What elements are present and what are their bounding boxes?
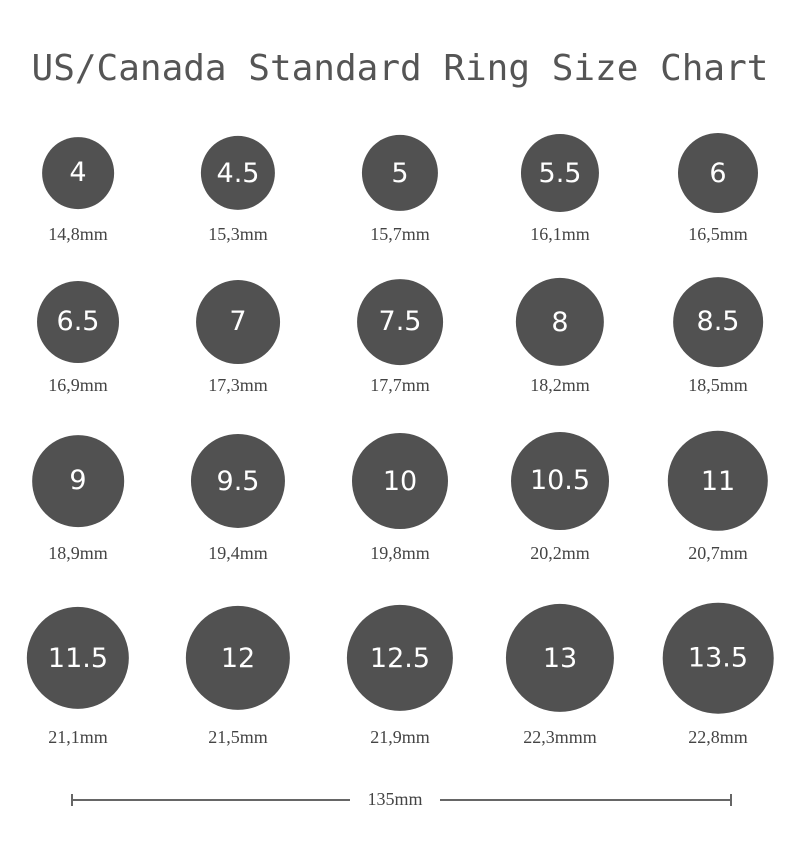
scale-bar-left-cap: [71, 794, 73, 806]
ring-diameter-label: 22,3mmm: [523, 727, 597, 747]
ring-diameter-label: 15,3mm: [208, 224, 268, 244]
ring-diameter-label: 21,5mm: [208, 727, 268, 747]
ring-size-circle: 4.5: [200, 135, 276, 211]
ring-size-circle: 7: [196, 280, 280, 364]
ring-size-circle: 6: [677, 132, 759, 214]
ring-size-label: 12.5: [369, 642, 431, 674]
ring-size-label: 12: [220, 642, 256, 674]
ring-diameter-label: 19,8mm: [370, 543, 430, 563]
ring-size-circle: 12.5: [346, 604, 454, 712]
ring-diameter-label: 15,7mm: [370, 224, 430, 244]
ring-diameter-label: 17,3mm: [208, 375, 268, 395]
chart-title: US/Canada Standard Ring Size Chart: [31, 48, 769, 89]
ring-size-label: 4.5: [216, 157, 260, 189]
ring-size-label: 13: [542, 642, 578, 674]
ring-size-circle: 10: [351, 432, 449, 530]
ring-size-circle: 6.5: [37, 281, 119, 363]
scale-label: 135mm: [350, 789, 440, 810]
ring-size-circle: 11.5: [26, 606, 130, 710]
ring-size-circle: 8.5: [673, 277, 763, 367]
ring-size-circle: 5: [361, 134, 439, 212]
ring-size-label: 5.5: [538, 157, 582, 189]
ring-diameter-label: 22,8mm: [688, 727, 748, 747]
ring-diameter-label: 16,5mm: [688, 224, 748, 244]
ring-size-label: 8.5: [696, 306, 740, 338]
ring-size-circle: 11: [667, 430, 769, 532]
ring-diameter-label: 14,8mm: [48, 224, 108, 244]
ring-size-circle: 13.5: [662, 602, 774, 714]
ring-size-label: 7.5: [378, 306, 422, 338]
ring-diameter-label: 20,7mm: [688, 543, 748, 563]
ring-size-circle: 9.5: [190, 433, 286, 529]
ring-size-circle: 10.5: [511, 432, 609, 530]
ring-size-circle: 5.5: [520, 133, 600, 213]
ring-diameter-label: 19,4mm: [208, 543, 268, 563]
ring-size-label: 5: [391, 157, 409, 189]
ring-diameter-label: 18,2mm: [530, 375, 590, 395]
ring-size-label: 7: [229, 306, 247, 338]
ring-size-label: 10.5: [529, 465, 591, 497]
ring-diameter-label: 18,5mm: [688, 375, 748, 395]
ring-size-circle: 7.5: [357, 279, 443, 365]
ring-size-circle: 12: [185, 605, 291, 711]
scale-bar-right-cap: [730, 794, 732, 806]
ring-diameter-label: 16,1mm: [530, 224, 590, 244]
ring-size-label: 10: [382, 465, 418, 497]
ring-size-label: 11: [700, 465, 736, 497]
ring-diameter-label: 17,7mm: [370, 375, 430, 395]
ring-diameter-label: 21,9mm: [370, 727, 430, 747]
ring-diameter-label: 16,9mm: [48, 375, 108, 395]
ring-size-label: 9: [69, 465, 87, 497]
ring-size-label: 8: [551, 306, 569, 338]
ring-size-circle: 9: [32, 435, 124, 527]
ring-diameter-label: 20,2mm: [530, 543, 590, 563]
ring-size-label: 6.5: [56, 306, 100, 338]
ring-size-circle: 4: [42, 137, 114, 209]
ring-size-label: 9.5: [216, 465, 260, 497]
ring-size-label: 13.5: [687, 642, 749, 674]
ring-size-circle: 13: [505, 603, 615, 713]
ring-size-circle: 8: [515, 277, 605, 367]
ring-diameter-label: 18,9mm: [48, 543, 108, 563]
ring-size-label: 4: [69, 157, 87, 189]
ring-diameter-label: 21,1mm: [48, 727, 108, 747]
ring-size-label: 11.5: [47, 642, 109, 674]
ring-size-label: 6: [709, 157, 727, 189]
